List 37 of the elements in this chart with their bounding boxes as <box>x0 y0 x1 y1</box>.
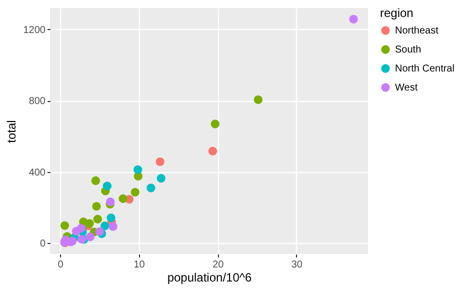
point <box>91 176 100 185</box>
point <box>95 227 104 236</box>
point <box>92 202 101 211</box>
point <box>86 232 95 242</box>
point <box>93 214 102 224</box>
x-tick-label: 20 <box>212 260 224 270</box>
legend-label: South <box>395 44 422 56</box>
y-tick-label: 800 <box>28 96 46 108</box>
x-tick-label: 0 <box>58 260 64 270</box>
y-tick-label: 1200 <box>23 24 46 36</box>
point <box>349 14 358 24</box>
point <box>210 120 220 128</box>
legend-label: West <box>395 82 418 94</box>
legend-title: region <box>380 6 414 20</box>
point <box>100 222 110 230</box>
point <box>146 184 156 192</box>
point <box>106 214 116 222</box>
point <box>134 165 142 174</box>
y-tick-label: 400 <box>28 167 46 178</box>
point <box>156 157 164 166</box>
point <box>72 226 81 236</box>
point <box>254 95 262 104</box>
x-tick-label: 10 <box>134 260 146 270</box>
point <box>60 221 70 230</box>
point <box>118 194 128 203</box>
y-axis-title: total <box>4 120 18 143</box>
point <box>77 234 86 244</box>
legend-label: North Central <box>395 64 454 74</box>
point <box>208 146 218 156</box>
x-tick-label: 30 <box>291 260 303 270</box>
point <box>108 222 118 231</box>
point <box>102 182 112 190</box>
point <box>130 188 140 197</box>
point <box>156 174 166 183</box>
y-tick-label: 0 <box>40 238 46 250</box>
x-axis-title: population/10^6 <box>167 270 252 284</box>
legend-label: Northeast <box>395 26 439 36</box>
